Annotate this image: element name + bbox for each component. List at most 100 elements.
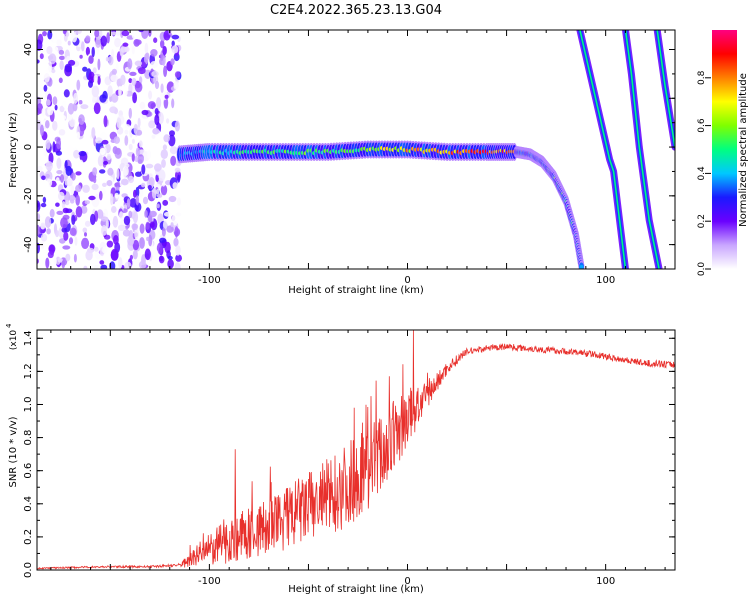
noise-blob: [128, 210, 133, 219]
noise-blob: [169, 130, 175, 137]
noise-blob: [148, 120, 156, 129]
noise-blob: [129, 254, 133, 260]
noise-blob: [66, 178, 73, 187]
noise-blob: [131, 77, 137, 86]
noise-blob: [81, 41, 85, 52]
noise-blob: [97, 155, 104, 167]
noise-blob: [115, 186, 120, 191]
noise-blob: [93, 74, 98, 84]
noise-blob: [55, 177, 60, 185]
noise-blob: [110, 31, 117, 36]
noise-blob: [112, 221, 118, 226]
noise-blob: [158, 169, 166, 182]
noise-blob: [106, 180, 113, 187]
noise-region: [37, 30, 183, 269]
noise-blob: [99, 190, 103, 201]
noise-blob: [122, 42, 129, 47]
noise-blob: [61, 260, 66, 269]
noise-blob: [82, 66, 88, 72]
noise-blob: [43, 73, 50, 83]
noise-blob: [58, 55, 66, 61]
snr-plot-area: [37, 330, 675, 570]
noise-blob: [91, 183, 99, 191]
noise-blob: [155, 188, 160, 195]
noise-blob: [54, 104, 58, 111]
noise-blob: [168, 195, 177, 203]
noise-blob: [107, 167, 114, 176]
noise-blob: [40, 124, 44, 137]
noise-blob: [109, 106, 118, 114]
noise-blob: [96, 209, 104, 219]
noise-blob: [91, 127, 96, 139]
noise-blob: [67, 112, 73, 121]
noise-blob: [141, 30, 149, 39]
snr-line: [37, 330, 675, 570]
noise-blob: [82, 227, 88, 233]
noise-blob: [58, 49, 65, 55]
noise-blob: [56, 170, 63, 175]
snr-y-tick-label: 1.4: [23, 330, 34, 346]
noise-blob: [151, 70, 159, 78]
noise-blob: [56, 210, 64, 215]
noise-blob: [131, 138, 135, 144]
noise-blob: [67, 40, 71, 46]
noise-blob: [134, 81, 143, 93]
noise-blob: [78, 159, 84, 168]
noise-blob: [37, 165, 43, 172]
noise-blob: [148, 177, 155, 187]
noise-blob: [131, 223, 139, 231]
noise-blob: [71, 172, 76, 181]
trace-core: [579, 264, 584, 269]
noise-blob: [135, 171, 142, 177]
noise-blob: [56, 137, 61, 150]
noise-blob: [171, 98, 175, 109]
noise-blob: [164, 94, 169, 99]
noise-blob: [148, 30, 152, 37]
noise-blob: [113, 136, 121, 144]
noise-blob: [156, 97, 162, 109]
noise-blob: [103, 160, 109, 165]
spectrogram-x-tick-label: -100: [198, 275, 221, 286]
noise-blob: [176, 197, 182, 206]
noise-blob: [174, 226, 179, 238]
noise-blob: [59, 105, 65, 113]
noise-blob: [128, 175, 134, 184]
noise-blob: [110, 193, 114, 206]
noise-blob: [73, 92, 79, 104]
noise-blob: [67, 103, 75, 115]
noise-blob: [156, 242, 163, 254]
noise-blob: [62, 207, 69, 214]
line-trace-core: [624, 30, 660, 269]
noise-blob: [144, 210, 148, 218]
noise-blob: [106, 240, 114, 248]
noise-blob: [175, 212, 182, 217]
colorbar-tick-label: 0.6: [697, 118, 707, 133]
noise-blob: [101, 139, 109, 145]
noise-blob: [173, 237, 179, 247]
noise-blob: [63, 89, 70, 98]
noise-blob: [152, 127, 160, 135]
noise-blob: [160, 50, 164, 62]
noise-blob: [128, 78, 133, 84]
noise-blob: [96, 167, 100, 175]
noise-blob: [171, 34, 180, 40]
noise-blob: [41, 175, 46, 181]
noise-blob: [169, 146, 178, 155]
noise-blob: [84, 220, 91, 227]
colorbar-tick-label: 0.0: [697, 262, 707, 277]
noise-blob: [159, 237, 167, 243]
noise-blob: [74, 236, 78, 246]
noise-blob: [124, 129, 129, 135]
noise-blob: [172, 182, 178, 190]
spectrogram-y-tick-label: 0: [23, 144, 34, 150]
noise-blob: [69, 227, 77, 236]
noise-blob: [133, 123, 138, 135]
noise-blob: [108, 55, 114, 66]
noise-blob: [42, 196, 47, 203]
colorbar-tick-label: 0.8: [697, 70, 707, 85]
noise-blob: [139, 223, 145, 234]
spectrogram-y-tick-label: 20: [23, 92, 34, 105]
noise-blob: [76, 131, 81, 140]
noise-blob: [62, 100, 67, 108]
snr-y-scale-base: (x10: [9, 330, 19, 351]
